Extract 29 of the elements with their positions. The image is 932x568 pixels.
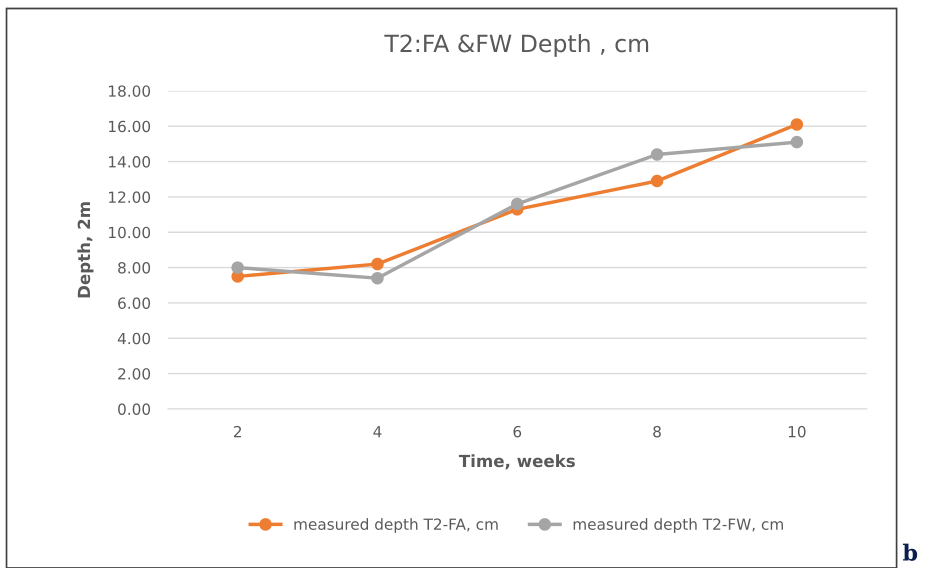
point: [371, 258, 384, 270]
y-tick-label: 12.00: [109, 191, 150, 203]
point: [650, 174, 664, 188]
x-axis-title: Time, weeks: [458, 454, 575, 470]
y-tick-label: 10.00: [109, 226, 150, 238]
point: [371, 272, 384, 284]
legend-label: measured depth T2-FA, cm: [294, 518, 498, 533]
point: [511, 198, 524, 210]
x-tick-label: 8: [653, 426, 661, 438]
x-tick-label: 4: [373, 426, 382, 438]
y-tick-label: 18.00: [109, 85, 150, 97]
y-tick-label: 14.00: [109, 156, 150, 168]
y-tick-label: 0.00: [118, 403, 150, 415]
legend-label: measured depth T2-FW, cm: [574, 518, 783, 533]
point: [231, 261, 244, 274]
point: [650, 148, 664, 161]
y-tick-label: 8.00: [118, 262, 150, 274]
y-tick-label: 2.00: [118, 368, 150, 380]
x-tick-label: 10: [788, 426, 806, 438]
point: [790, 118, 804, 131]
y-tick-label: 4.00: [118, 332, 150, 344]
y-tick-label: 16.00: [109, 120, 150, 132]
point: [790, 136, 804, 148]
chart-title: T2:FA &FW Depth , cm: [384, 34, 648, 57]
y-tick-label: 6.00: [118, 297, 150, 309]
y-axis-title: Depth, 2m: [77, 202, 94, 298]
x-tick-label: 6: [513, 426, 522, 438]
text: b: [902, 544, 918, 561]
x-tick-label: 2: [234, 426, 241, 438]
